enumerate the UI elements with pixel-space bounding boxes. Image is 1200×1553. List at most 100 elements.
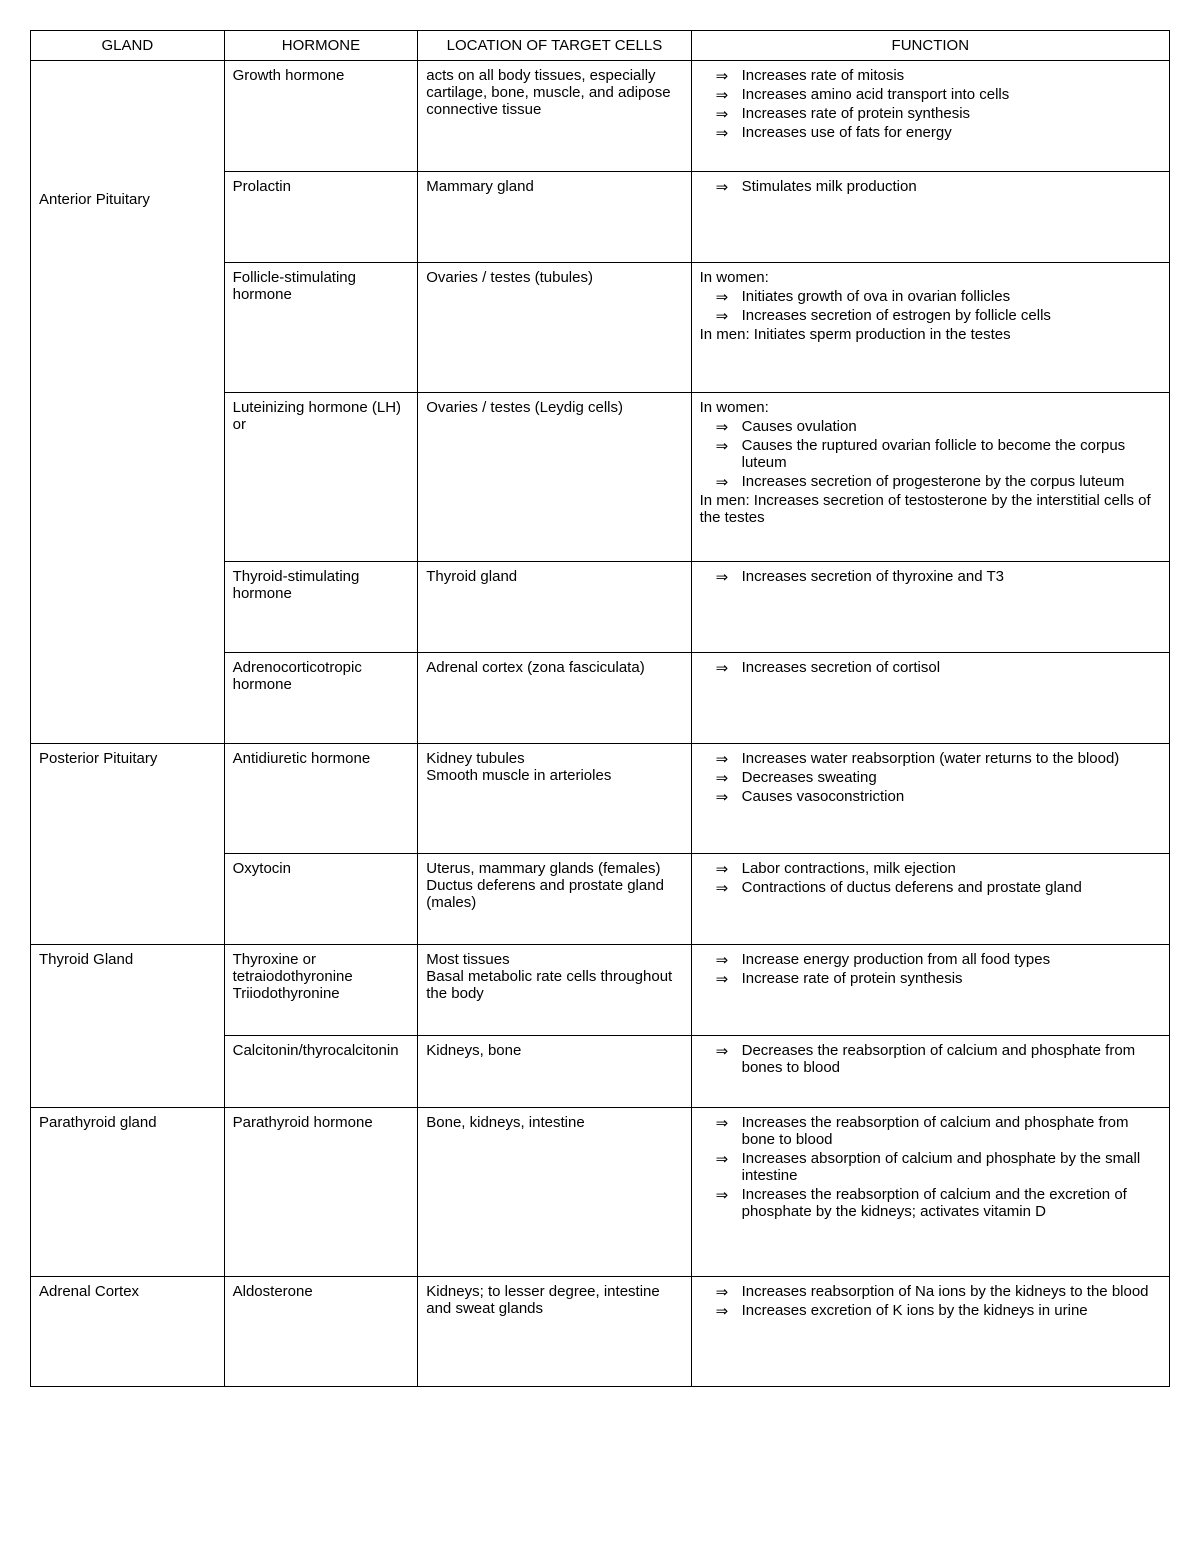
function-item: Increases use of fats for energy [742,124,1161,143]
function-item: Increases secretion of estrogen by folli… [742,307,1161,326]
function-item: Increases amino acid transport into cell… [742,86,1161,105]
location-cell: Thyroid gland [418,561,691,652]
function-cell: Increase energy production from all food… [691,945,1169,1036]
function-item: Increase energy production from all food… [742,951,1161,970]
function-item: Increases reabsorption of Na ions by the… [742,1283,1161,1302]
function-cell: Increases the reabsorption of calcium an… [691,1107,1169,1276]
function-cell-content: Increases reabsorption of Na ions by the… [700,1283,1161,1321]
function-list: Initiates growth of ova in ovarian folli… [700,288,1161,326]
gland-cell: Thyroid Gland [31,945,225,1108]
function-cell: Increases secretion of cortisol [691,652,1169,743]
function-item: Increases the reabsorption of calcium an… [742,1114,1161,1150]
function-item: Increases rate of protein synthesis [742,105,1161,124]
function-cell: Labor contractions, milk ejectionContrac… [691,854,1169,945]
function-item: Labor contractions, milk ejection [742,860,1161,879]
function-lead-text: In women: [700,269,1161,286]
gland-cell: Parathyroid gland [31,1107,225,1276]
location-cell: acts on all body tissues, especially car… [418,61,691,172]
function-list: Increases water reabsorption (water retu… [700,750,1161,807]
function-cell-content: Decreases the reabsorption of calcium an… [700,1042,1161,1078]
function-list: Increases secretion of cortisol [700,659,1161,678]
function-cell: Increases water reabsorption (water retu… [691,743,1169,854]
function-item: Contractions of ductus deferens and pros… [742,879,1161,898]
hormone-cell: Growth hormone [224,61,418,172]
table-row: Adrenal CortexAldosteroneKidneys; to les… [31,1276,1170,1387]
function-list: Labor contractions, milk ejectionContrac… [700,860,1161,898]
function-item: Initiates growth of ova in ovarian folli… [742,288,1161,307]
hormone-cell: Adrenocorticotropic hormone [224,652,418,743]
function-item: Stimulates milk production [742,178,1161,197]
function-cell-content: Increases the reabsorption of calcium an… [700,1114,1161,1222]
function-list: Stimulates milk production [700,178,1161,197]
function-cell-content: Increases secretion of cortisol [700,659,1161,678]
function-cell: Increases secretion of thyroxine and T3 [691,561,1169,652]
function-cell-content: Stimulates milk production [700,178,1161,197]
hormone-cell: Thyroid-stimulating hormone [224,561,418,652]
hormone-cell: Follicle-stimulating hormone [224,262,418,392]
function-cell: Stimulates milk production [691,171,1169,262]
function-cell: Increases reabsorption of Na ions by the… [691,1276,1169,1387]
function-lead-text: In women: [700,399,1161,416]
location-cell: Mammary gland [418,171,691,262]
hormone-cell: Antidiuretic hormone [224,743,418,854]
table-row: Anterior PituitaryGrowth hormoneacts on … [31,61,1170,172]
col-hormone: HORMONE [224,31,418,61]
hormone-cell: Aldosterone [224,1276,418,1387]
hormone-cell: Luteinizing hormone (LH) or [224,392,418,561]
location-cell: Most tissuesBasal metabolic rate cells t… [418,945,691,1036]
location-cell: Ovaries / testes (tubules) [418,262,691,392]
col-gland: GLAND [31,31,225,61]
location-cell: Kidney tubulesSmooth muscle in arteriole… [418,743,691,854]
table-header-row: GLAND HORMONE LOCATION OF TARGET CELLS F… [31,31,1170,61]
function-item: Causes the ruptured ovarian follicle to … [742,437,1161,473]
function-cell-content: Increases rate of mitosisIncreases amino… [700,67,1161,143]
function-list: Increases the reabsorption of calcium an… [700,1114,1161,1222]
hormone-cell: Prolactin [224,171,418,262]
location-cell: Ovaries / testes (Leydig cells) [418,392,691,561]
function-item: Increases secretion of thyroxine and T3 [742,568,1161,587]
table-row: Parathyroid glandParathyroid hormoneBone… [31,1107,1170,1276]
function-cell: Increases rate of mitosisIncreases amino… [691,61,1169,172]
function-list: Increases reabsorption of Na ions by the… [700,1283,1161,1321]
hormone-cell: Parathyroid hormone [224,1107,418,1276]
function-list: Decreases the reabsorption of calcium an… [700,1042,1161,1078]
hormone-table: GLAND HORMONE LOCATION OF TARGET CELLS F… [30,30,1170,1387]
hormone-cell: Oxytocin [224,854,418,945]
table-row: Thyroid GlandThyroxine or tetraiodothyro… [31,945,1170,1036]
function-list: Increases rate of mitosisIncreases amino… [700,67,1161,143]
function-item: Increases secretion of cortisol [742,659,1161,678]
function-cell-content: In women: Causes ovulationCauses the rupt… [700,399,1161,526]
function-cell-content: In women: Initiates growth of ova in ovar… [700,269,1161,343]
location-cell: Kidneys; to lesser degree, intestine and… [418,1276,691,1387]
function-cell-content: Increases secretion of thyroxine and T3 [700,568,1161,587]
function-cell: In women: Initiates growth of ova in ovar… [691,262,1169,392]
function-item: Increases the reabsorption of calcium an… [742,1186,1161,1222]
function-list: Causes ovulationCauses the ruptured ovar… [700,418,1161,492]
function-cell: In women: Causes ovulationCauses the rupt… [691,392,1169,561]
function-cell-content: Labor contractions, milk ejectionContrac… [700,860,1161,898]
function-item: Increases secretion of progesterone by t… [742,473,1161,492]
function-item: Increase rate of protein synthesis [742,970,1161,989]
function-item: Decreases sweating [742,769,1161,788]
hormone-cell: Thyroxine or tetraiodothyronine Triiodot… [224,945,418,1036]
function-list: Increases secretion of thyroxine and T3 [700,568,1161,587]
function-cell-content: Increases water reabsorption (water retu… [700,750,1161,807]
function-item: Increases excretion of K ions by the kid… [742,1302,1161,1321]
table-row: Posterior PituitaryAntidiuretic hormoneK… [31,743,1170,854]
col-function: FUNCTION [691,31,1169,61]
function-item: Causes vasoconstriction [742,788,1161,807]
gland-cell: Posterior Pituitary [31,743,225,945]
function-cell-content: Increase energy production from all food… [700,951,1161,989]
hormone-cell: Calcitonin/thyrocalcitonin [224,1036,418,1108]
location-cell: Adrenal cortex (zona fasciculata) [418,652,691,743]
function-trail-text: In men: Initiates sperm production in th… [700,326,1161,343]
function-trail-text: In men: Increases secretion of testoster… [700,492,1161,526]
location-cell: Bone, kidneys, intestine [418,1107,691,1276]
function-cell: Decreases the reabsorption of calcium an… [691,1036,1169,1108]
col-location: LOCATION OF TARGET CELLS [418,31,691,61]
gland-cell: Anterior Pituitary [31,61,225,744]
location-cell: Kidneys, bone [418,1036,691,1108]
function-item: Increases water reabsorption (water retu… [742,750,1161,769]
function-item: Increases rate of mitosis [742,67,1161,86]
function-item: Causes ovulation [742,418,1161,437]
